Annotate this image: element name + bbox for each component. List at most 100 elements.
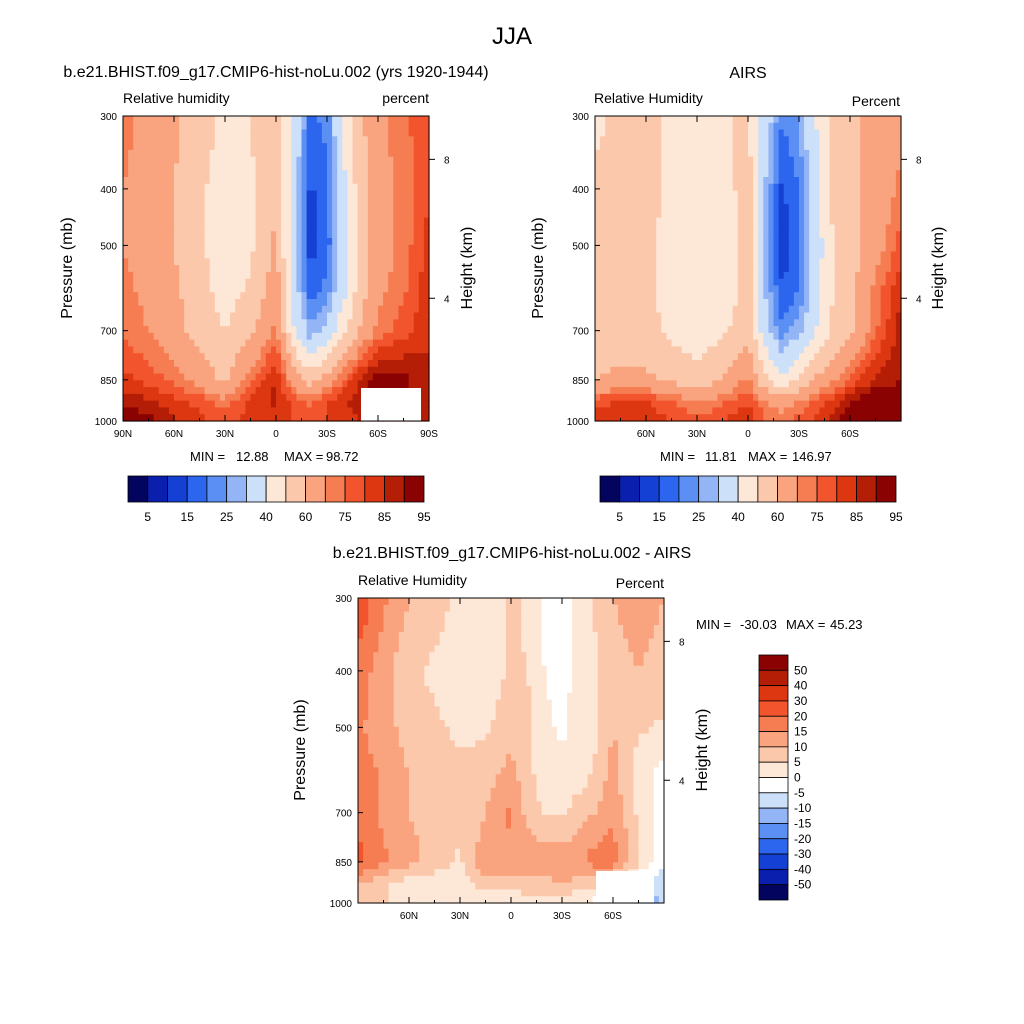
field-cell xyxy=(773,339,780,348)
field-cell xyxy=(306,387,313,395)
field-cell xyxy=(423,393,430,402)
field-cell xyxy=(676,224,683,232)
field-cell xyxy=(615,143,622,151)
field-cell xyxy=(291,319,297,327)
field-cell xyxy=(240,285,246,293)
field-cell xyxy=(276,231,282,239)
field-cell xyxy=(850,332,856,341)
field-cell xyxy=(676,251,683,259)
field-cell xyxy=(819,285,826,293)
field-cell xyxy=(378,373,384,381)
field-cell xyxy=(717,360,724,368)
field-cell xyxy=(595,129,601,137)
field-cell xyxy=(691,183,698,192)
field-cell xyxy=(214,136,221,144)
field-cell xyxy=(174,332,180,341)
field-cell xyxy=(809,190,815,198)
field-cell xyxy=(184,258,190,266)
field-cell xyxy=(327,251,333,259)
field-cell xyxy=(855,170,861,178)
field-cell xyxy=(865,224,871,232)
field-cell xyxy=(717,129,724,137)
field-cell xyxy=(352,373,359,381)
field-cell xyxy=(702,170,708,178)
plot-airs-field xyxy=(595,116,902,422)
field-cell xyxy=(819,177,826,185)
field-cell xyxy=(793,244,800,253)
field-cell xyxy=(306,407,313,415)
field-cell xyxy=(225,278,231,287)
field-cell xyxy=(793,305,800,314)
field-cell xyxy=(153,210,160,219)
field-cell xyxy=(393,217,399,226)
field-cell xyxy=(753,326,759,334)
field-cell xyxy=(347,116,354,124)
field-cell xyxy=(219,285,226,293)
field-cell xyxy=(656,197,662,205)
field-cell xyxy=(681,122,688,131)
field-cell xyxy=(296,217,303,226)
field-cell xyxy=(286,278,292,287)
field-cell xyxy=(347,177,354,185)
field-cell xyxy=(860,265,866,273)
field-cell xyxy=(204,373,211,381)
colorbar-swatch xyxy=(127,475,149,503)
field-cell xyxy=(296,353,303,361)
field-cell xyxy=(260,319,267,327)
field-cell xyxy=(809,251,815,259)
field-cell xyxy=(615,129,622,137)
field-cell xyxy=(255,149,262,158)
field-cell xyxy=(615,360,622,368)
field-cell xyxy=(398,183,405,192)
field-cell xyxy=(189,339,195,348)
field-cell xyxy=(676,122,683,131)
field-cell xyxy=(306,326,313,334)
field-cell xyxy=(153,156,160,165)
field-cell xyxy=(321,190,328,198)
field-cell xyxy=(773,346,780,354)
field-cell xyxy=(758,156,764,165)
field-cell xyxy=(625,299,632,307)
field-cell xyxy=(179,163,185,171)
field-cell xyxy=(327,414,333,422)
field-cell xyxy=(214,353,221,361)
field-cell xyxy=(418,326,425,334)
field-cell xyxy=(651,210,657,219)
field-cell xyxy=(189,360,195,368)
field-cell xyxy=(691,360,698,368)
field-cell xyxy=(214,380,221,388)
field-cell xyxy=(686,116,693,124)
field-cell xyxy=(595,346,601,354)
field-cell xyxy=(321,366,328,375)
field-cell xyxy=(758,204,764,212)
field-cell xyxy=(850,312,856,320)
field-cell xyxy=(615,238,622,246)
field-cell xyxy=(398,197,405,205)
field-cell xyxy=(342,373,348,381)
field-cell xyxy=(885,278,892,287)
field-cell xyxy=(600,285,606,293)
field-cell xyxy=(138,177,144,185)
field-cell xyxy=(408,366,415,375)
field-cell xyxy=(138,183,144,192)
field-cell xyxy=(342,244,348,253)
field-cell xyxy=(773,299,780,307)
field-cell xyxy=(712,332,718,341)
field-cell xyxy=(372,265,379,273)
field-cell xyxy=(306,265,313,273)
field-cell xyxy=(255,224,262,232)
field-cell xyxy=(123,332,129,341)
field-cell xyxy=(199,217,206,226)
field-cell xyxy=(230,177,236,185)
field-cell xyxy=(880,346,887,354)
field-cell xyxy=(839,244,846,253)
field-cell xyxy=(640,285,647,293)
field-cell xyxy=(676,305,683,314)
field-cell xyxy=(707,197,713,205)
field-cell xyxy=(214,305,221,314)
field-cell xyxy=(168,156,175,165)
field-cell xyxy=(321,360,328,368)
field-cell xyxy=(327,116,333,124)
field-cell xyxy=(316,156,323,165)
field-cell xyxy=(804,319,810,327)
